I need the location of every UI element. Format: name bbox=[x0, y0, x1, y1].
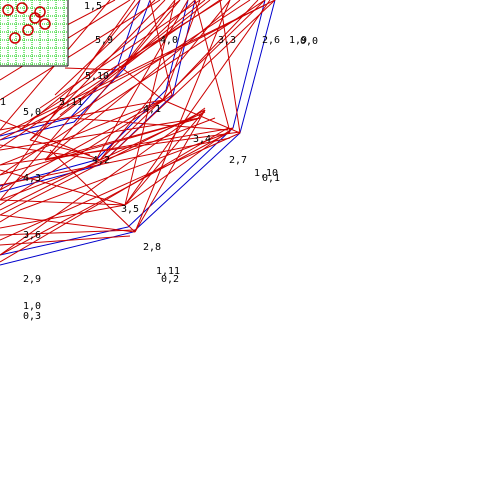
edge-10 bbox=[0, 107, 206, 256]
edge-16 bbox=[0, 0, 161, 101]
edge-65 bbox=[19, 131, 231, 211]
edge-group bbox=[0, 0, 276, 263]
node-label-5-10: 5,10 bbox=[85, 71, 109, 82]
inner-ring-2 bbox=[0, 0, 189, 187]
edge-43 bbox=[124, 127, 234, 206]
edge-28 bbox=[162, 0, 201, 101]
node-label-4-2: 4,2 bbox=[92, 155, 110, 166]
node-label-0-0: 0,0 bbox=[300, 36, 318, 47]
node-label-1-10: 1,10 bbox=[254, 168, 278, 179]
edge-33 bbox=[0, 99, 164, 191]
edge-21 bbox=[64, 67, 121, 71]
edge-42 bbox=[124, 0, 271, 206]
inset-marker-1 bbox=[2, 4, 14, 16]
edge-49 bbox=[0, 144, 101, 161]
edge-8 bbox=[0, 229, 136, 236]
edge-3 bbox=[0, 131, 241, 166]
inner-ring-3 bbox=[0, 0, 141, 137]
inset-marker-6 bbox=[9, 32, 21, 44]
edge-23 bbox=[84, 0, 141, 71]
node-label-1-0: 1,0 bbox=[23, 301, 41, 312]
edge-6 bbox=[0, 117, 216, 201]
node-label-4-0: 4,0 bbox=[160, 35, 178, 46]
edge-36 bbox=[44, 117, 201, 161]
edge-59 bbox=[44, 127, 234, 161]
edge-19 bbox=[59, 0, 206, 116]
edge-66 bbox=[0, 209, 21, 223]
edge-68 bbox=[0, 132, 241, 241]
edge-56 bbox=[29, 0, 211, 141]
node-label-2-9: 2,9 bbox=[23, 274, 41, 285]
edge-53 bbox=[99, 0, 231, 161]
edge-11 bbox=[0, 127, 229, 263]
node-label-5-9: 5,9 bbox=[95, 35, 113, 46]
edge-69 bbox=[194, 0, 231, 133]
edge-44 bbox=[0, 214, 136, 233]
node-label-1-5: 1,5 bbox=[84, 1, 102, 12]
node-label-1: 1 bbox=[0, 97, 6, 108]
node-label-5-11: 5,11 bbox=[59, 97, 83, 108]
edge-47 bbox=[134, 0, 231, 233]
node-label-3-6: 3,6 bbox=[23, 230, 41, 241]
edge-32 bbox=[0, 99, 164, 166]
inset-marker-2 bbox=[16, 2, 28, 14]
edge-61 bbox=[69, 117, 229, 131]
edge-50 bbox=[0, 159, 101, 211]
edge-55 bbox=[29, 0, 166, 141]
node-label-3-4: 3,4 bbox=[193, 134, 211, 145]
node-label-0-2: 0,2 bbox=[161, 274, 179, 285]
node-label-2-6: 2,6 bbox=[262, 35, 280, 46]
node-label-2-7: 2,7 bbox=[229, 155, 247, 166]
node-label-group: 1,5 5,9 4,0 3,3 2,6 1,90,0 5,10 1 5,0 5,11 4,1 3,4 2… bbox=[0, 1, 318, 322]
edge-52 bbox=[99, 0, 266, 161]
edge-34 bbox=[0, 117, 201, 151]
edge-12 bbox=[19, 0, 181, 131]
inset-marker-5 bbox=[22, 24, 34, 36]
edge-5 bbox=[0, 0, 136, 191]
outer-outline-1 bbox=[0, 0, 276, 266]
node-label-0-3: 0,3 bbox=[23, 311, 41, 322]
node-label-1-9: 1,9 bbox=[289, 35, 307, 46]
edge-60 bbox=[0, 117, 71, 201]
edge-15 bbox=[54, 0, 156, 96]
edge-63 bbox=[0, 0, 221, 149]
edge-40 bbox=[0, 204, 126, 229]
edge-57 bbox=[44, 0, 181, 161]
node-label-3-3: 3,3 bbox=[218, 35, 236, 46]
edge-2 bbox=[0, 4, 266, 141]
edge-14 bbox=[39, 0, 201, 109]
edge-31 bbox=[0, 99, 164, 131]
node-label-0-1: 0,1 bbox=[262, 173, 280, 184]
edge-70 bbox=[219, 0, 241, 134]
node-label-4-1: 4,1 bbox=[143, 104, 161, 115]
edge-72 bbox=[0, 94, 173, 206]
edge-67 bbox=[0, 131, 231, 256]
edge-39 bbox=[0, 199, 126, 206]
node-label-4-3: 4,3 bbox=[23, 173, 41, 184]
edge-22 bbox=[119, 0, 176, 71]
inset-background bbox=[0, 0, 68, 66]
edge-51 bbox=[99, 111, 206, 161]
edge-64 bbox=[0, 0, 266, 176]
inset-marker-4 bbox=[39, 18, 51, 30]
node-label-2-8: 2,8 bbox=[143, 242, 161, 253]
inset-marker-7 bbox=[34, 6, 46, 18]
inset-thumbnail bbox=[0, 0, 69, 67]
edge-71 bbox=[149, 0, 173, 96]
node-label-3-5: 3,5 bbox=[121, 204, 139, 215]
edge-58 bbox=[44, 0, 241, 161]
node-label-5-0: 5,0 bbox=[23, 107, 41, 118]
edge-20 bbox=[69, 0, 251, 119]
node-label-1-11: 1,11 bbox=[156, 266, 180, 277]
edge-1 bbox=[0, 0, 276, 136]
edge-46 bbox=[134, 109, 206, 233]
